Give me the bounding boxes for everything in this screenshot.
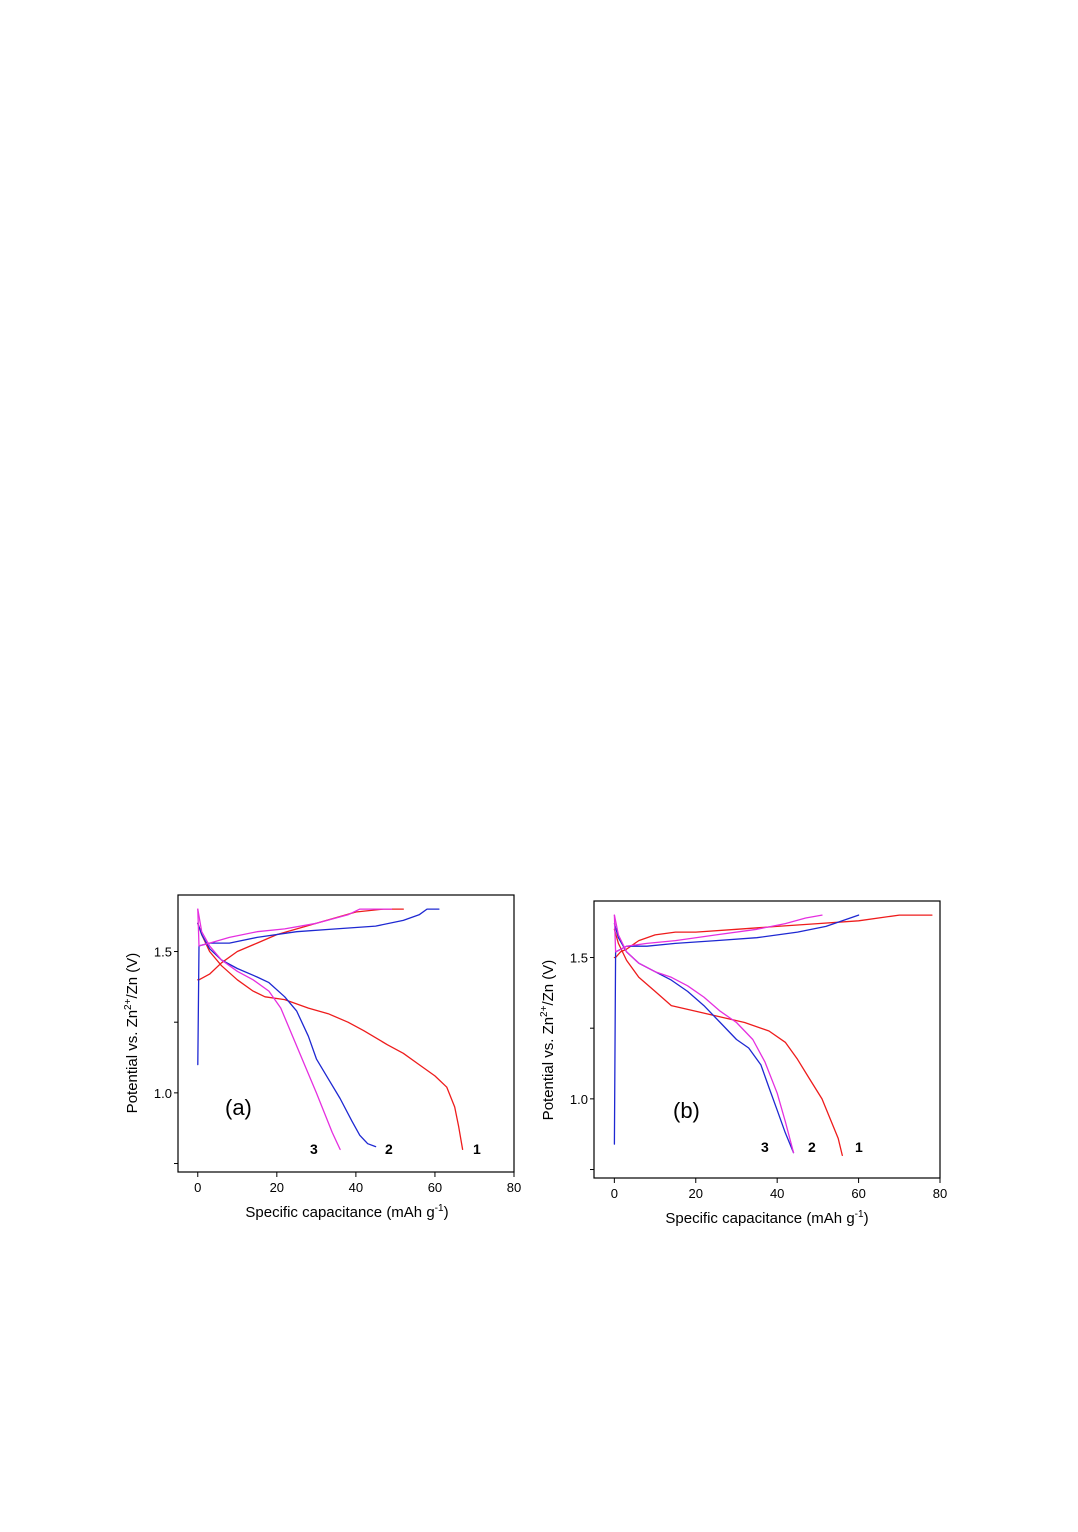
y-tick-label: 1.0	[154, 1086, 172, 1101]
x-tick-label: 80	[507, 1180, 521, 1195]
plot-frame	[177, 894, 515, 1173]
series-2-charge-line	[613, 914, 860, 1145]
curve-label-3: 3	[761, 1139, 769, 1155]
x-tick-label: 60	[851, 1186, 865, 1201]
y-axis-label: Potential vs. Zn2+/Zn (V)	[123, 953, 141, 1114]
curves	[197, 908, 464, 1151]
x-axis-ticks: 0 20 40 60 80	[194, 1172, 521, 1195]
x-tick-label: 80	[933, 1186, 947, 1201]
y-tick-label: 1.0	[570, 1092, 588, 1107]
series-3-charge-line	[197, 908, 393, 947]
x-axis-ticks: 0 20 40 60 80	[611, 1178, 947, 1201]
x-tick-label: 40	[349, 1180, 363, 1195]
x-tick-label: 20	[270, 1180, 284, 1195]
series-1-charge-line	[613, 914, 933, 959]
y-axis-label: Potential vs. Zn2+/Zn (V)	[539, 960, 557, 1121]
panel-label: (a)	[225, 1095, 252, 1120]
series-1-discharge-line	[197, 922, 464, 1151]
curve-label-3: 3	[310, 1141, 318, 1157]
curves	[613, 914, 933, 1157]
x-tick-label: 0	[194, 1180, 201, 1195]
curve-label-1: 1	[473, 1141, 481, 1157]
series-3-charge-line	[613, 914, 823, 953]
x-axis-label: Specific capacitance (mAh g-1)	[665, 1209, 868, 1227]
x-tick-label: 40	[770, 1186, 784, 1201]
series-1-discharge-line	[613, 928, 843, 1157]
y-tick-label: 1.5	[154, 945, 172, 960]
series-2-discharge-line	[613, 922, 795, 1154]
y-axis-ticks: 1.0 1.5	[570, 951, 594, 1171]
series-3-discharge-line	[197, 908, 341, 1151]
plot-frame	[593, 900, 941, 1179]
x-axis-label: Specific capacitance (mAh g-1)	[245, 1203, 448, 1221]
panel-label: (b)	[673, 1098, 700, 1123]
chart-panel-a: 0 20 40 60 80 1.0 1.5 (a) 1 2 3 Specific capa…	[123, 894, 521, 1221]
x-tick-label: 60	[428, 1180, 442, 1195]
series-1-charge-line	[197, 908, 404, 981]
curve-label-1: 1	[855, 1139, 863, 1155]
y-axis-ticks: 1.0 1.5	[154, 945, 178, 1165]
y-tick-label: 1.5	[570, 951, 588, 966]
series-3-discharge-line	[613, 914, 795, 1154]
curve-label-2: 2	[808, 1139, 816, 1155]
chart-panel-b: 0 20 40 60 80 1.0 1.5 (b) 1 2 3 Specific capa…	[539, 900, 947, 1227]
x-tick-label: 0	[611, 1186, 618, 1201]
curve-label-2: 2	[385, 1141, 393, 1157]
series-2-charge-line	[197, 908, 440, 1066]
x-tick-label: 20	[689, 1186, 703, 1201]
